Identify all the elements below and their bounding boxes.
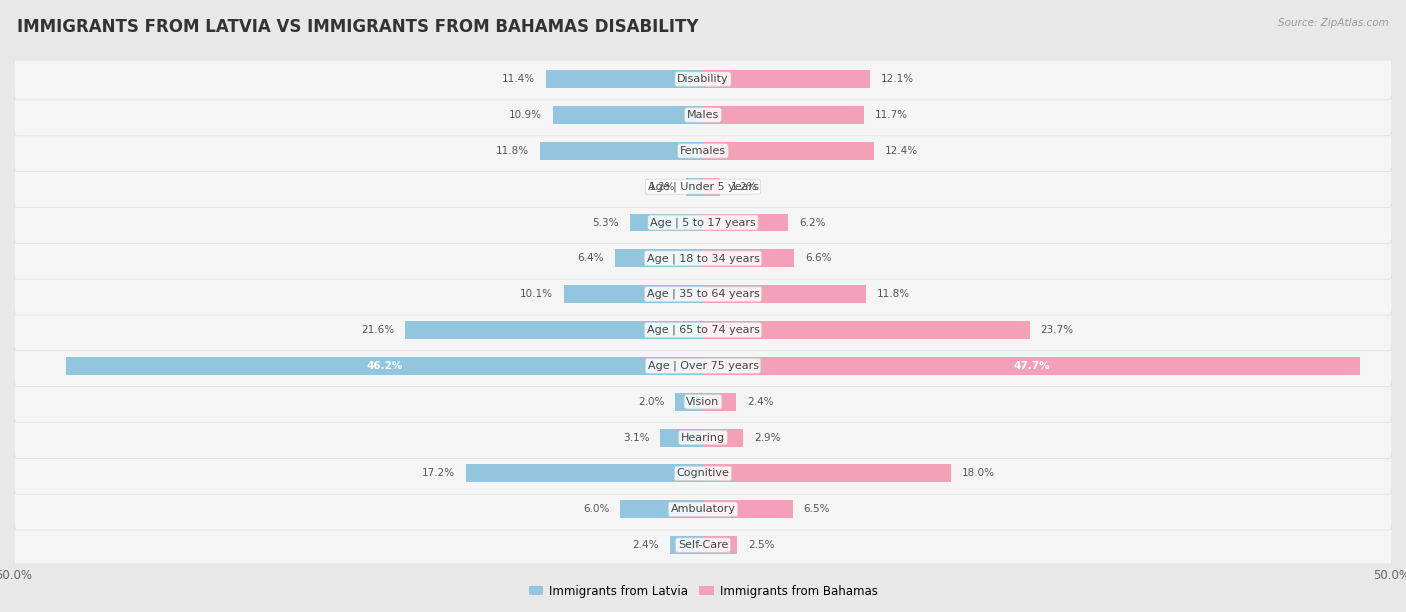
Bar <box>703 142 875 160</box>
Text: IMMIGRANTS FROM LATVIA VS IMMIGRANTS FROM BAHAMAS DISABILITY: IMMIGRANTS FROM LATVIA VS IMMIGRANTS FRO… <box>17 18 699 36</box>
Text: Age | 5 to 17 years: Age | 5 to 17 years <box>650 217 756 228</box>
Bar <box>614 250 703 267</box>
Bar <box>669 536 703 554</box>
Bar <box>66 357 703 375</box>
Text: 12.4%: 12.4% <box>884 146 918 156</box>
Text: Age | 35 to 64 years: Age | 35 to 64 years <box>647 289 759 299</box>
Bar <box>661 428 703 447</box>
Text: Age | 18 to 34 years: Age | 18 to 34 years <box>647 253 759 264</box>
Text: 23.7%: 23.7% <box>1040 325 1074 335</box>
Text: 2.9%: 2.9% <box>754 433 780 442</box>
Bar <box>703 501 793 518</box>
FancyBboxPatch shape <box>14 453 1392 494</box>
Text: Self-Care: Self-Care <box>678 540 728 550</box>
Text: Disability: Disability <box>678 74 728 84</box>
Text: 11.8%: 11.8% <box>876 289 910 299</box>
Text: Hearing: Hearing <box>681 433 725 442</box>
Text: 17.2%: 17.2% <box>422 468 456 479</box>
Text: 6.4%: 6.4% <box>578 253 603 263</box>
Bar <box>703 250 794 267</box>
Text: 10.9%: 10.9% <box>509 110 541 120</box>
FancyBboxPatch shape <box>14 237 1392 279</box>
Text: Females: Females <box>681 146 725 156</box>
Text: 6.0%: 6.0% <box>583 504 609 514</box>
Text: 2.4%: 2.4% <box>633 540 659 550</box>
Bar <box>703 70 870 88</box>
Text: 47.7%: 47.7% <box>1014 361 1050 371</box>
Text: Ambulatory: Ambulatory <box>671 504 735 514</box>
Bar <box>564 285 703 303</box>
Bar <box>553 106 703 124</box>
Text: 18.0%: 18.0% <box>962 468 995 479</box>
FancyBboxPatch shape <box>14 381 1392 422</box>
Bar <box>703 177 720 196</box>
Text: 6.2%: 6.2% <box>800 217 825 228</box>
Bar <box>703 214 789 231</box>
Text: 11.8%: 11.8% <box>496 146 530 156</box>
Text: 5.3%: 5.3% <box>592 217 619 228</box>
Bar <box>703 321 1029 339</box>
FancyBboxPatch shape <box>14 202 1392 244</box>
FancyBboxPatch shape <box>14 130 1392 171</box>
Text: Cognitive: Cognitive <box>676 468 730 479</box>
Bar <box>703 106 865 124</box>
Text: 2.4%: 2.4% <box>747 397 773 407</box>
Text: 11.4%: 11.4% <box>502 74 534 84</box>
FancyBboxPatch shape <box>14 166 1392 207</box>
Bar <box>540 142 703 160</box>
Text: 6.6%: 6.6% <box>806 253 831 263</box>
FancyBboxPatch shape <box>14 94 1392 136</box>
Text: Vision: Vision <box>686 397 720 407</box>
Bar <box>703 285 866 303</box>
FancyBboxPatch shape <box>14 488 1392 530</box>
Text: 21.6%: 21.6% <box>361 325 394 335</box>
Bar <box>703 357 1360 375</box>
Text: Age | Over 75 years: Age | Over 75 years <box>648 360 758 371</box>
Bar <box>703 465 950 482</box>
FancyBboxPatch shape <box>14 309 1392 351</box>
Bar <box>703 536 738 554</box>
FancyBboxPatch shape <box>14 274 1392 315</box>
Bar <box>405 321 703 339</box>
Text: 2.0%: 2.0% <box>638 397 665 407</box>
FancyBboxPatch shape <box>14 345 1392 387</box>
Text: 2.5%: 2.5% <box>748 540 775 550</box>
Text: Males: Males <box>688 110 718 120</box>
FancyBboxPatch shape <box>14 58 1392 100</box>
Bar <box>703 393 737 411</box>
Legend: Immigrants from Latvia, Immigrants from Bahamas: Immigrants from Latvia, Immigrants from … <box>524 580 882 602</box>
Text: 6.5%: 6.5% <box>804 504 830 514</box>
Text: 10.1%: 10.1% <box>520 289 553 299</box>
Bar <box>546 70 703 88</box>
FancyBboxPatch shape <box>14 417 1392 458</box>
Text: 3.1%: 3.1% <box>623 433 650 442</box>
Text: 11.7%: 11.7% <box>875 110 908 120</box>
Text: 12.1%: 12.1% <box>880 74 914 84</box>
Bar <box>465 465 703 482</box>
Bar <box>703 428 742 447</box>
Text: Age | 65 to 74 years: Age | 65 to 74 years <box>647 325 759 335</box>
Bar <box>620 501 703 518</box>
Bar <box>630 214 703 231</box>
Text: 46.2%: 46.2% <box>367 361 404 371</box>
Text: Source: ZipAtlas.com: Source: ZipAtlas.com <box>1278 18 1389 28</box>
FancyBboxPatch shape <box>14 524 1392 566</box>
Text: 1.2%: 1.2% <box>731 182 756 192</box>
Bar <box>675 393 703 411</box>
Bar <box>686 177 703 196</box>
Text: Age | Under 5 years: Age | Under 5 years <box>648 181 758 192</box>
Text: 1.2%: 1.2% <box>650 182 675 192</box>
